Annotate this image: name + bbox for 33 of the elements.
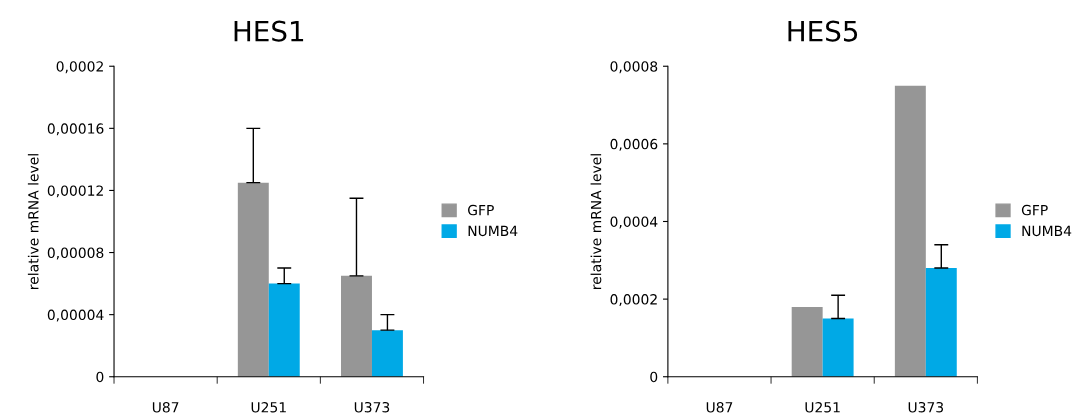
bar (341, 275, 372, 377)
y-tick-label: 0,00016 (47, 123, 104, 136)
legend-label: NUMB4 (468, 225, 518, 237)
y-axis-title: relative mRNA level (27, 154, 39, 289)
bar (237, 182, 269, 377)
legend-label: GFP (468, 204, 494, 216)
x-tick-label: U251 (251, 401, 286, 413)
y-axis-title: relative mRNA level (590, 154, 602, 289)
y-tick-label: 0,0002 (610, 294, 657, 307)
bar (925, 268, 957, 377)
bar (371, 330, 403, 377)
chart-title: HES1 (234, 20, 304, 42)
chart-title: HES5 (788, 20, 858, 42)
y-tick-label: 0 (96, 371, 104, 383)
x-tick-label: U373 (354, 401, 390, 413)
legend-label: NUMB4 (1022, 225, 1072, 237)
bar (894, 85, 926, 377)
legend-label: GFP (1021, 204, 1048, 216)
y-tick-label: 0,00012 (47, 185, 103, 198)
y-tick-label: 0,00008 (47, 247, 104, 260)
y-tick-label: 0,0002 (56, 61, 103, 74)
x-tick-label: U373 (908, 401, 944, 413)
bar (822, 318, 854, 377)
x-tick-label: U251 (805, 401, 840, 413)
bar (268, 283, 300, 377)
y-tick-label: 0,0006 (610, 138, 658, 151)
y-tick-label: 0 (650, 371, 658, 383)
y-tick-label: 0,0008 (610, 61, 658, 74)
y-tick-label: 0,0004 (610, 216, 658, 229)
bar (791, 306, 823, 377)
x-tick-label: U87 (152, 401, 179, 413)
y-tick-label: 0,00004 (47, 309, 104, 322)
x-tick-label: U87 (706, 401, 733, 413)
